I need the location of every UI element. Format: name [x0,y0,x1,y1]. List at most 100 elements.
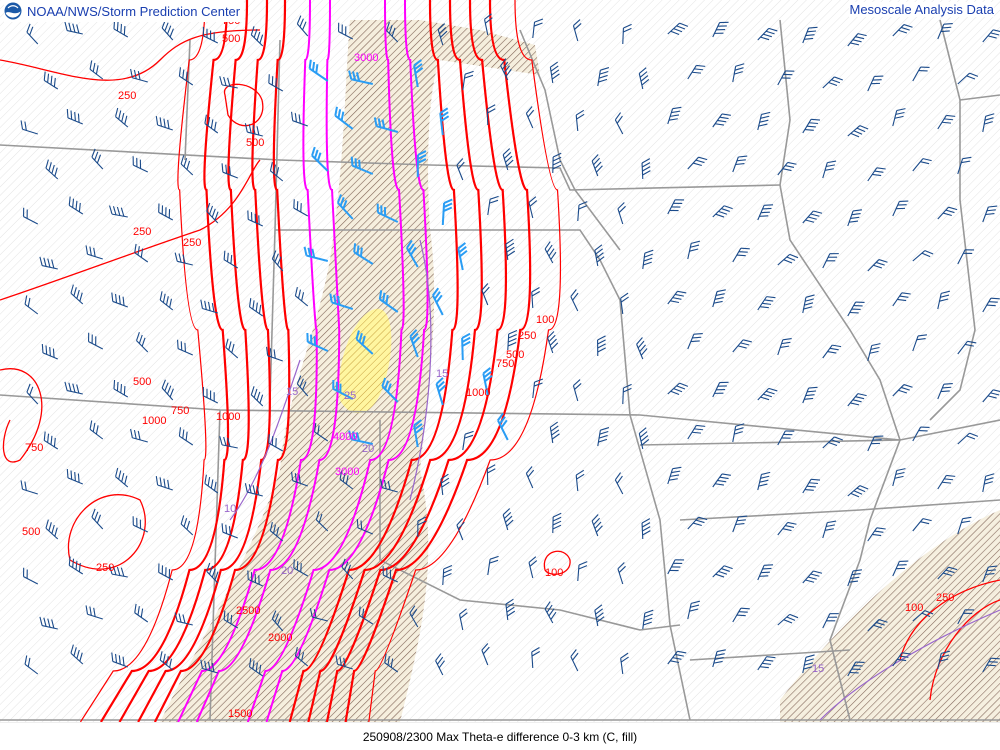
contour-label: 1000 [142,415,166,427]
wind-barb [271,250,284,272]
wind-barb [221,163,238,179]
wind-barb [487,195,499,216]
wind-barb [386,21,399,43]
wind-barb [441,198,453,226]
wind-barb [219,436,238,449]
wind-barb [244,123,263,137]
wind-barb [406,239,419,268]
wind-barb [341,558,354,580]
wind-barb [91,148,104,170]
wind-barb [314,423,329,442]
wind-barb [892,292,911,307]
contour-label: 2500 [236,605,260,617]
wind-barb [757,471,771,491]
wind-barb [822,76,843,89]
wind-barb [802,26,818,44]
wind-barb [712,381,729,398]
wind-barb [482,367,493,396]
wind-barb [174,252,193,266]
wind-barb [378,290,399,313]
wind-barb [822,436,843,449]
wind-barb [892,200,909,217]
wind-barb [461,332,471,361]
contour-label: 3000 [335,466,359,478]
wind-barb [687,600,701,620]
wind-barbs [20,13,1000,677]
wind-barb [23,567,39,585]
contour-label: 100 [545,567,563,579]
cape-contour [929,599,1000,701]
wind-barb [667,382,689,395]
high-cape-contour [246,0,405,722]
wind-barb [531,647,541,669]
wind-barb [617,562,626,585]
theta-contour [409,239,432,501]
wind-barb [111,292,128,308]
wind-barb [732,339,752,353]
wind-barb [892,108,906,127]
wind-barb [802,294,815,314]
wind-barb [732,63,745,83]
wind-barb [206,202,219,224]
wind-barb [667,290,687,305]
wind-barb [614,112,624,135]
wind-barb [549,421,560,444]
wind-barb [687,64,706,80]
wind-barb [667,22,689,35]
wind-barb [20,480,38,495]
contour-label: 3000 [354,52,378,64]
wind-barb [732,423,745,443]
wind-barb [982,565,998,583]
wind-barb [867,167,886,182]
wind-barb [115,467,129,488]
wind-barb [26,23,39,45]
cape-contour [899,579,1000,661]
wind-barb [294,647,309,667]
contour-label: 100 [905,602,923,614]
wind-barb [353,243,374,265]
contour-label: 10 [224,503,236,515]
wind-barb [712,113,731,128]
wind-barb [91,508,104,530]
wind-barb [88,332,104,350]
wind-barb [597,335,606,357]
wind-barb [296,375,309,397]
analysis-map: 7505002505002502505007501000100075050025… [0,0,1000,722]
wind-barb [982,297,1000,313]
wind-barb [552,512,562,534]
wind-barb [757,296,776,311]
wind-barb [937,206,958,220]
wind-barb [417,516,427,538]
wind-barb [667,199,685,215]
cape-contour [368,0,562,722]
wind-barb [912,66,930,82]
wind-barb [335,655,353,670]
wind-barb [247,210,264,227]
wind-barb [178,67,194,86]
wind-barb [271,610,284,632]
wind-barb [481,283,490,306]
wind-barb [847,393,867,407]
wind-barb [622,383,632,405]
wind-barb [204,474,219,494]
wind-barb [64,381,83,395]
wind-barb [544,241,557,264]
wind-barb [867,619,888,632]
cape-contour [325,0,508,722]
contour-label: 25 [344,390,356,402]
contour-label: 500 [222,33,240,45]
wind-barb [937,650,951,670]
map-background [0,0,1000,722]
wind-barb [575,109,585,132]
wind-barb [547,331,559,354]
wind-barb [462,430,474,451]
contour-label: 500 [133,376,151,388]
wind-barb [597,67,610,87]
wind-barb [687,156,708,170]
wind-barb [912,518,932,532]
wind-barb [89,60,104,80]
wind-barb [620,652,629,675]
wind-barb [68,556,84,575]
theta-e-fill-southeast [780,510,1000,722]
